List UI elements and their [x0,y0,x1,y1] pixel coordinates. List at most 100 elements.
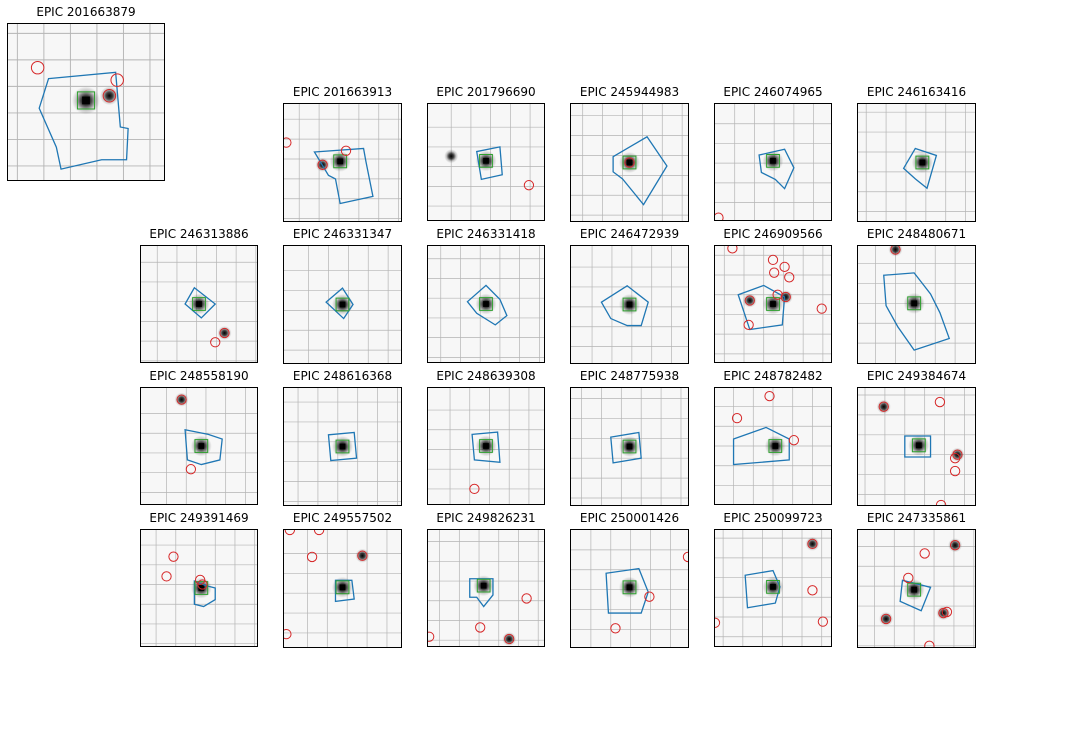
neighbor-marker [904,573,913,582]
neighbor-marker [881,614,890,623]
neighbor-marker [770,268,779,277]
panel-title: EPIC 246313886 [149,227,249,241]
neighbor-marker [645,592,654,601]
pixel-box [623,156,636,169]
image-frame [283,387,402,506]
image-frame [140,387,258,505]
panel-title: EPIC 246331418 [436,227,536,241]
image-frame [140,245,258,363]
target-core [339,301,346,308]
pixel-box [767,154,780,167]
pixel-box [623,440,636,453]
neighbor-marker [470,484,479,493]
pixel-box [195,440,208,453]
pixel-box [623,581,636,594]
neighbor-marker [935,397,944,406]
panel: EPIC 248616368 [283,369,402,506]
neighbor-marker [942,607,951,616]
neighbor-star [444,149,459,164]
panel-title: EPIC 248616368 [292,369,393,383]
stamp-image [284,246,401,363]
target-core [82,96,90,105]
panel: EPIC 246313886 [140,227,258,363]
stamp-image [571,530,688,647]
panel: EPIC 249391469 [140,511,258,647]
stamp-image [141,246,257,362]
target-core [770,301,776,307]
neighbor-marker [177,395,186,404]
image-frame [427,103,545,221]
stamp-image [858,104,975,221]
neighbor-marker [808,586,817,595]
neighbor-marker [198,580,207,589]
neighbor-marker [162,572,171,581]
panel-title: EPIC 201663879 [36,5,136,19]
neighbor-marker [789,436,798,445]
neighbor-marker [765,391,774,400]
aperture-outline [905,436,931,457]
image-frame [857,245,976,364]
neighbor-marker [891,246,900,254]
panel: EPIC 249384674 [857,369,976,506]
neighbor-star [888,246,903,257]
image-frame [714,245,832,363]
pixel-box [193,298,206,311]
panel: EPIC 246472939 [570,227,689,364]
stamp-image [571,246,688,363]
pixel-box [623,298,636,311]
neighbor-marker [211,338,220,347]
target-core [919,159,926,166]
neighbor-marker [768,255,777,264]
neighbor-marker [169,552,178,561]
neighbor-marker [950,466,959,475]
panel: EPIC 248775938 [570,369,689,506]
panel-title: EPIC 246163416 [866,85,967,99]
image-frame [714,529,832,647]
pixel-box [767,580,780,593]
target-core [198,585,205,591]
neighbor-marker [314,530,323,535]
stamp-image [284,388,401,505]
neighbor-marker [780,262,789,271]
stamp-image [141,388,257,504]
target-core [911,300,918,307]
image-frame [570,529,689,648]
aperture-outline [39,72,128,169]
neighbor-marker [950,541,959,550]
panel: EPIC 250099723 [714,511,832,647]
neighbor-marker [879,402,888,411]
stamp-image [571,104,688,221]
target-core [198,443,205,449]
neighbor-marker [817,304,826,313]
neighbor-marker [196,575,205,584]
neighbor-marker [728,246,737,253]
pixel-box [336,581,349,594]
target-core [483,301,489,307]
panel-title: EPIC 249826231 [436,511,536,525]
neighbor-marker [732,414,741,423]
image-frame [427,387,545,505]
panel: EPIC 246074965 [714,85,832,221]
neighbor-marker [103,90,115,102]
neighbor-marker [808,539,817,548]
neighbor-marker [111,74,123,86]
panel: EPIC 248782482 [714,369,832,505]
target-core [626,301,633,308]
neighbor-marker [925,641,934,647]
pixel-box [769,440,782,453]
aperture-outline [470,579,493,607]
target-core [480,582,487,589]
stamp-image [858,246,975,363]
neighbor-marker [781,292,790,301]
stamp-image [428,246,544,362]
neighbor-marker [715,618,720,627]
pixel-box [336,298,349,311]
aperture-outline [467,285,506,324]
panel-title: EPIC 246074965 [723,85,823,99]
stamp-image [715,246,831,362]
stamp-image [284,104,401,221]
panel-title: EPIC 248558190 [149,369,249,383]
neighbor-marker [953,450,962,459]
aperture-outline [335,580,354,601]
aperture-outline [194,581,215,607]
